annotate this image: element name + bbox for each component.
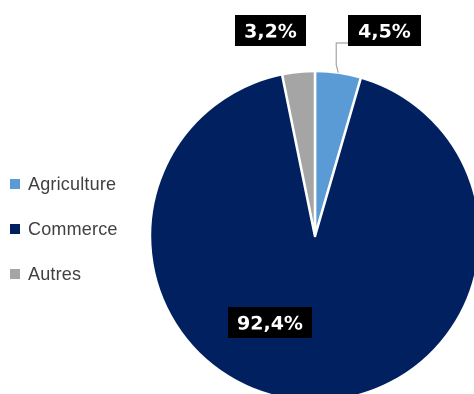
legend-item-autres: Autres — [10, 262, 118, 286]
legend-label-autres: Autres — [28, 263, 82, 284]
legend-label-commerce: Commerce — [28, 218, 118, 239]
legend-item-commerce: Commerce — [10, 217, 118, 241]
data-label-commerce: 92,4% — [237, 313, 303, 335]
data-label-autres: 3,2% — [244, 21, 297, 43]
legend-swatch-autres — [10, 269, 20, 279]
legend-item-agriculture: Agriculture — [10, 172, 118, 196]
data-label-agriculture: 4,5% — [358, 21, 411, 43]
data-label-box-autres — [235, 15, 306, 46]
legend-swatch-commerce — [10, 224, 20, 234]
data-label-box-commerce — [228, 307, 312, 338]
pie-slice-autres — [280, 69, 317, 238]
leader-line-agriculture — [335, 42, 348, 73]
data-label-box-agriculture — [348, 15, 421, 46]
chart-legend: Agriculture Commerce Autres — [10, 172, 118, 307]
legend-swatch-agriculture — [10, 179, 20, 189]
legend-label-agriculture: Agriculture — [28, 173, 117, 194]
